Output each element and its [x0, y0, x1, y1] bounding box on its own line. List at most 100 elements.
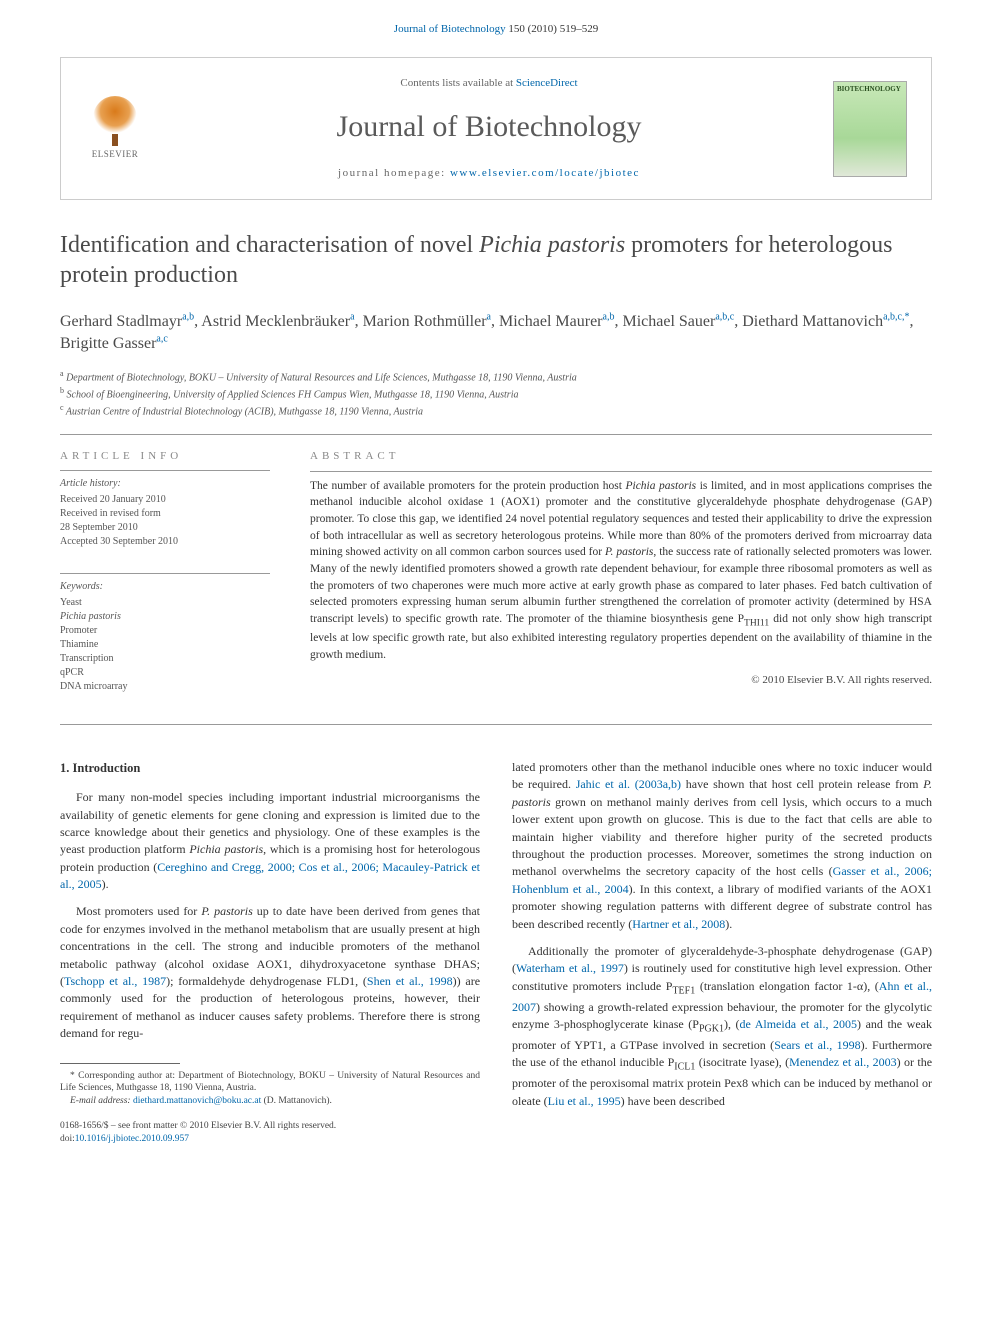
body-paragraph: Additionally the promoter of glyceraldeh… — [512, 943, 932, 1110]
running-header-link[interactable]: Journal of Biotechnology — [394, 23, 506, 35]
journal-title: Journal of Biotechnology — [165, 106, 813, 148]
availability-prefix: Contents lists available at — [400, 77, 515, 89]
homepage-link[interactable]: www.elsevier.com/locate/jbiotec — [450, 167, 640, 179]
affiliation-item: a Department of Biotechnology, BOKU – Un… — [60, 368, 932, 385]
affil-sup: c — [60, 403, 64, 412]
author-name: Diethard Mattanovich — [742, 313, 883, 330]
p-span: have shown that host cell protein releas… — [681, 777, 923, 791]
affil-sup-link[interactable]: a,b — [182, 311, 194, 322]
affil-sup-link[interactable]: a,c — [156, 334, 167, 345]
running-header: Journal of Biotechnology 150 (2010) 519–… — [0, 0, 992, 47]
article-info-heading: article info — [60, 449, 270, 471]
right-column: lated promoters other than the methanol … — [512, 759, 932, 1146]
p-span: (isocitrate lyase), ( — [695, 1055, 789, 1069]
history-item: 28 September 2010 — [60, 521, 270, 535]
author-name: Michael Sauer — [622, 313, 715, 330]
citation-link[interactable]: de Almeida et al., 2005 — [740, 1017, 858, 1031]
citation-link[interactable]: Waterham et al., 1997 — [516, 961, 624, 975]
p-sub: TEF1 — [672, 985, 695, 996]
author-name: Gerhard Stadlmayr — [60, 313, 182, 330]
citation-link[interactable]: Shen et al., 1998 — [367, 974, 453, 988]
keyword-item: Transcription — [60, 652, 270, 666]
footer-doi-line: doi:10.1016/j.jbiotec.2010.09.957 — [60, 1133, 480, 1146]
sciencedirect-link[interactable]: ScienceDirect — [516, 77, 578, 89]
p-span: (translation elongation factor 1-α), ( — [695, 979, 879, 993]
p-span: Most promoters used for — [76, 904, 201, 918]
author: Michael Sauera,b,c — [622, 313, 734, 330]
keyword-item: qPCR — [60, 666, 270, 680]
body-columns: 1. Introduction For many non-model speci… — [60, 759, 932, 1146]
affil-sup-link[interactable]: a — [487, 311, 491, 322]
keyword-item: Promoter — [60, 624, 270, 638]
author-name: Brigitte Gasser — [60, 335, 156, 352]
affiliation-item: c Austrian Centre of Industrial Biotechn… — [60, 402, 932, 419]
affiliations: a Department of Biotechnology, BOKU – Un… — [60, 368, 932, 420]
footnote-email-line: E-mail address: diethard.mattanovich@bok… — [60, 1095, 480, 1108]
abstract-sub: THI11 — [744, 617, 769, 628]
abstract-span: The number of available promoters for th… — [310, 480, 625, 492]
footnote-email-label: E-mail address: — [70, 1096, 131, 1106]
abstract-em: P. pastoris — [605, 546, 653, 558]
history-item: Received in revised form — [60, 507, 270, 521]
abstract-text: The number of available promoters for th… — [310, 478, 932, 664]
section-divider — [60, 434, 932, 435]
author-name: Astrid Mecklenbräuker — [201, 313, 350, 330]
doi-label: doi: — [60, 1134, 75, 1144]
citation-link[interactable]: Menendez et al., 2003 — [789, 1055, 896, 1069]
article-container: Identification and characterisation of n… — [0, 230, 992, 1145]
keyword-item: Thiamine — [60, 638, 270, 652]
p-span: ); formaldehyde dehydrogenase FLD1, ( — [166, 974, 367, 988]
email-link[interactable]: diethard.mattanovich@boku.ac.at — [133, 1096, 261, 1106]
affil-text: Department of Biotechnology, BOKU – Univ… — [66, 372, 577, 383]
citation-link[interactable]: Liu et al., 1995 — [548, 1094, 621, 1108]
journal-banner: ELSEVIER Contents lists available at Sci… — [60, 57, 932, 200]
author: Astrid Mecklenbräukera — [201, 313, 354, 330]
footnote-email-post: (D. Mattanovich). — [261, 1096, 332, 1106]
keywords-label: Keywords: — [60, 580, 270, 594]
author: Michael Maurera,b — [499, 313, 614, 330]
authors-line: Gerhard Stadlmayra,b, Astrid Mecklenbräu… — [60, 310, 932, 355]
elsevier-tree-icon — [93, 96, 137, 140]
affil-sup-link[interactable]: a,b,c — [715, 311, 734, 322]
abstract-copyright: © 2010 Elsevier B.V. All rights reserved… — [310, 673, 932, 689]
author: Gerhard Stadlmayra,b — [60, 313, 194, 330]
info-abstract-row: article info Article history: Received 2… — [60, 449, 932, 694]
corresponding-footnote: * Corresponding author at: Department of… — [60, 1070, 480, 1108]
citation-link[interactable]: Jahic et al. (2003a,b) — [576, 777, 681, 791]
citation-link[interactable]: Sears et al., 1998 — [774, 1038, 860, 1052]
citation-link[interactable]: Tschopp et al., 1987 — [64, 974, 166, 988]
body-paragraph: For many non-model species including imp… — [60, 789, 480, 893]
p-span: ). — [725, 917, 732, 931]
affil-sup-link[interactable]: a,b,c,* — [883, 311, 909, 322]
p-span: ) have been described — [621, 1094, 725, 1108]
body-paragraph: lated promoters other than the methanol … — [512, 759, 932, 933]
doi-link[interactable]: 10.1016/j.jbiotec.2010.09.957 — [75, 1134, 189, 1144]
keyword-item: DNA microarray — [60, 680, 270, 694]
author-name: Michael Maurer — [499, 313, 603, 330]
author: Diethard Mattanovicha,b,c,* — [742, 313, 909, 330]
abstract-heading: abstract — [310, 449, 932, 472]
history-item: Received 20 January 2010 — [60, 493, 270, 507]
history-label: Article history: — [60, 477, 270, 491]
section-1-heading: 1. Introduction — [60, 759, 480, 777]
keyword-item: Yeast — [60, 596, 270, 610]
author-name: Marion Rothmüller — [363, 313, 487, 330]
author: Marion Rothmüllera — [363, 313, 491, 330]
elsevier-label: ELSEVIER — [92, 148, 139, 161]
banner-center: Contents lists available at ScienceDirec… — [145, 76, 833, 181]
journal-cover-thumbnail[interactable]: BIOTECHNOLOGY — [833, 81, 907, 177]
left-column: 1. Introduction For many non-model speci… — [60, 759, 480, 1146]
citation-link[interactable]: Hartner et al., 2008 — [632, 917, 725, 931]
running-header-text: 150 (2010) 519–529 — [508, 23, 598, 35]
elsevier-logo[interactable]: ELSEVIER — [85, 94, 145, 164]
history-item: Accepted 30 September 2010 — [60, 535, 270, 549]
abstract-em: Pichia pastoris — [625, 480, 696, 492]
affil-sup-link[interactable]: a,b — [603, 311, 615, 322]
affil-text: School of Bioengineering, University of … — [67, 389, 519, 400]
affil-sup-link[interactable]: a — [350, 311, 354, 322]
section-divider — [60, 724, 932, 725]
title-part-1: Identification and characterisation of n… — [60, 232, 479, 258]
footer-meta: 0168-1656/$ – see front matter © 2010 El… — [60, 1120, 480, 1146]
author: Brigitte Gassera,c — [60, 335, 168, 352]
p-sub: PGK1 — [699, 1023, 724, 1034]
